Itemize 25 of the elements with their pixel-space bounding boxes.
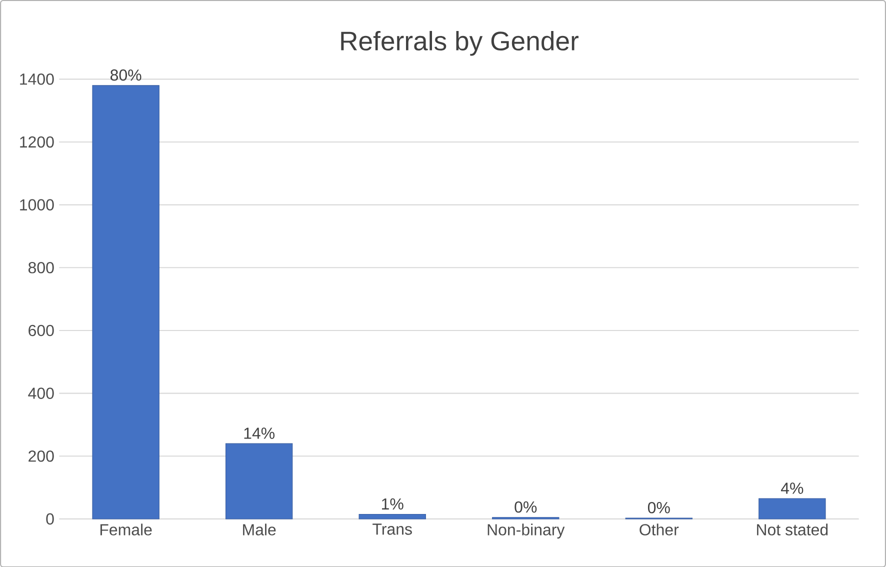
y-tick-label: 0 xyxy=(46,513,54,524)
annotation: 0% xyxy=(648,502,670,514)
x-tick-label: Other xyxy=(640,523,679,536)
annotation: 4% xyxy=(780,482,804,494)
bar xyxy=(358,514,426,519)
y-tick-label: 1400 xyxy=(20,73,54,85)
x-tick-label: Not stated xyxy=(757,523,828,536)
y-tick-label: 800 xyxy=(28,262,54,274)
annotation: 80% xyxy=(110,69,142,80)
bar xyxy=(92,84,160,519)
chart-title: Referrals by Gender xyxy=(341,30,578,56)
bar xyxy=(226,443,293,519)
y-tick-label: 600 xyxy=(28,324,54,336)
annotation: 1% xyxy=(382,498,404,510)
y-tick-label: 1200 xyxy=(20,136,54,148)
x-tick-label: Female xyxy=(100,523,152,536)
annotation: 14% xyxy=(244,427,275,439)
bar xyxy=(758,498,826,519)
x-tick-label: Male xyxy=(243,523,276,536)
annotation: 0% xyxy=(514,501,537,512)
x-tick-label: Non-binary xyxy=(488,523,565,538)
y-tick-label: 200 xyxy=(28,450,54,462)
y-tick-label: 1000 xyxy=(20,198,54,210)
y-tick-label: 400 xyxy=(28,387,54,399)
x-tick-label: Trans xyxy=(372,523,412,535)
